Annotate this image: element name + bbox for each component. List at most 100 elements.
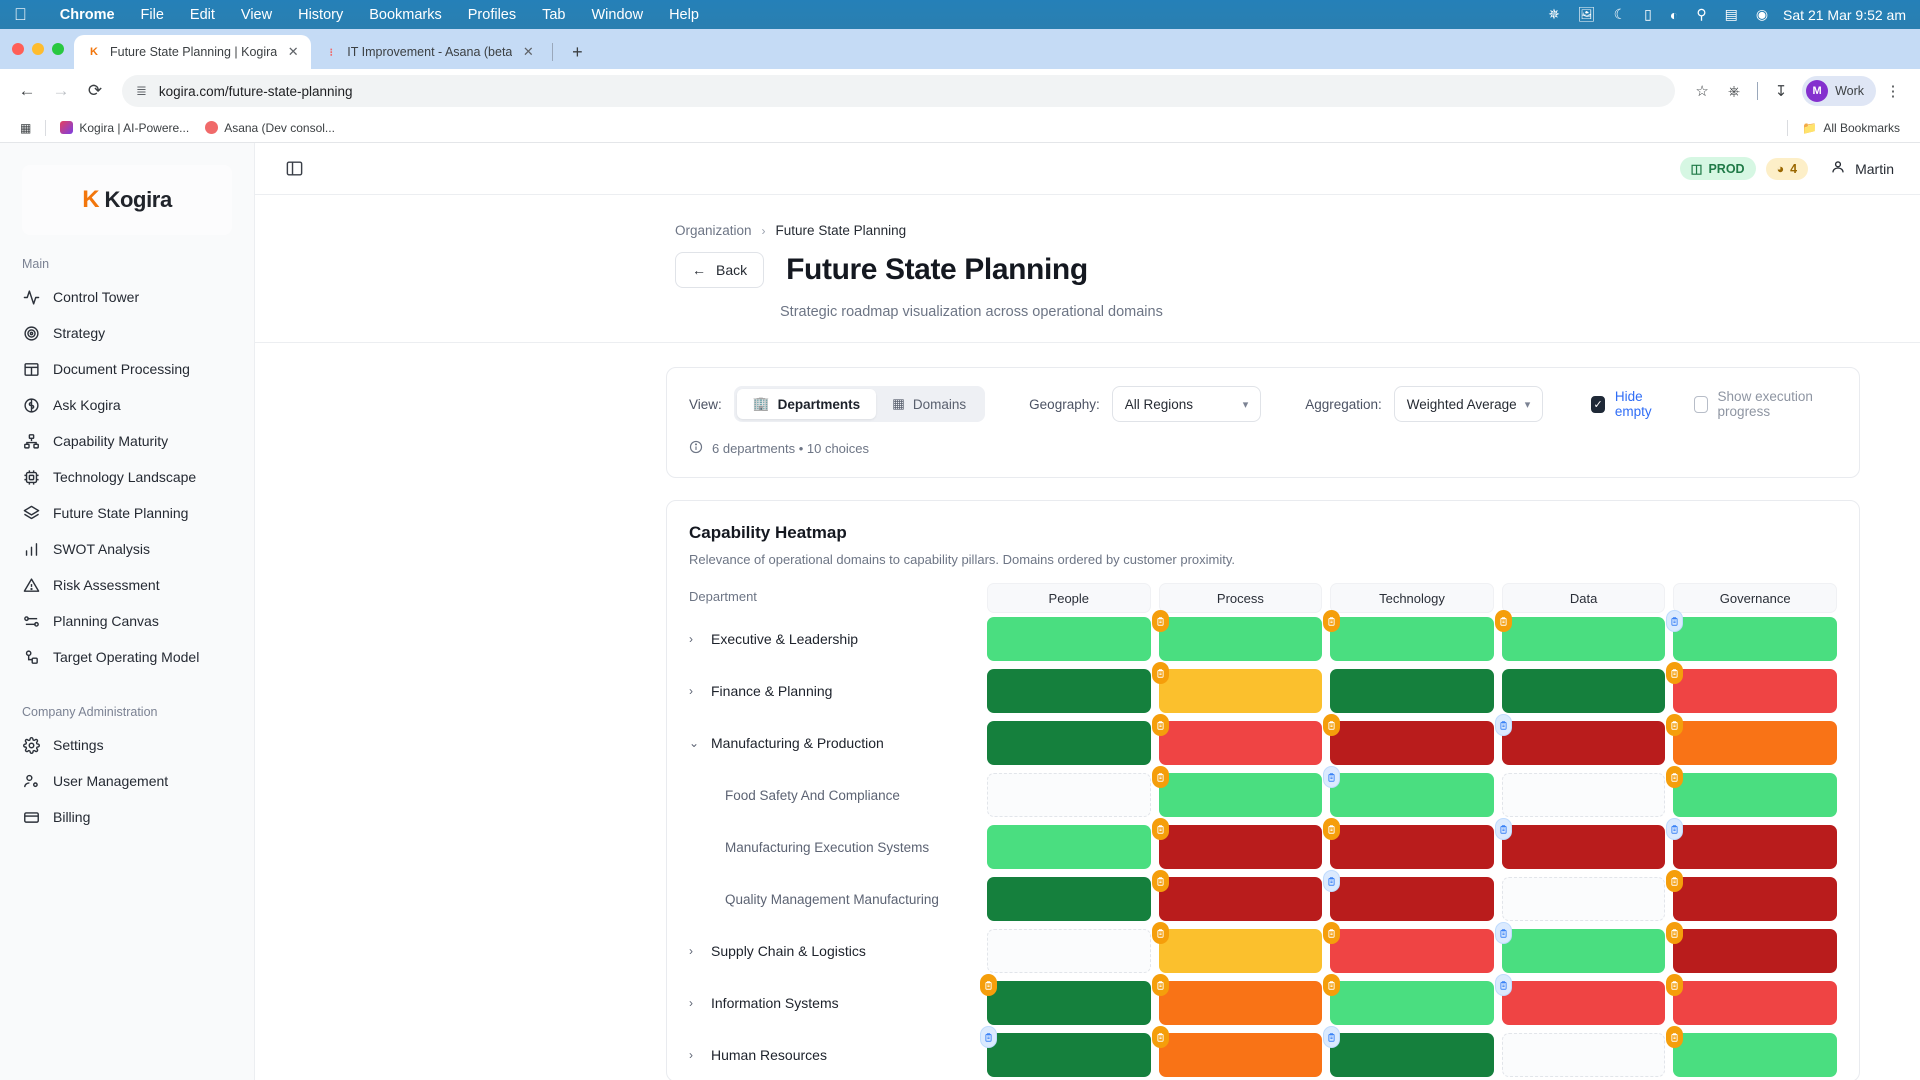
sidebar-item-technology-landscape[interactable]: Technology Landscape [0, 459, 254, 495]
clipboard-pin-icon[interactable] [1323, 766, 1341, 788]
heatmap-cell[interactable] [1673, 669, 1837, 713]
clipboard-pin-icon[interactable] [1666, 766, 1684, 788]
siri-icon[interactable]: ◉ [1755, 6, 1769, 22]
heatmap-cell[interactable] [987, 1033, 1151, 1077]
clipboard-pin-icon[interactable] [1323, 818, 1341, 840]
sidebar-item-future-state-planning[interactable]: Future State Planning [0, 495, 254, 531]
back-button[interactable]: ← Back [675, 252, 765, 288]
close-tab-icon[interactable]: ✕ [522, 44, 534, 59]
control-center-icon[interactable]: ▤ [1724, 6, 1738, 22]
heatmap-cell[interactable] [1673, 617, 1837, 661]
clipboard-pin-icon[interactable] [1151, 974, 1169, 996]
back-navigation-icon[interactable]: ← [18, 81, 36, 100]
apple-menu-icon[interactable]:  [14, 6, 27, 23]
heatmap-cell[interactable] [1673, 877, 1837, 921]
heatmap-row-label[interactable]: Quality Management Manufacturing [689, 873, 979, 925]
chevron-down-icon[interactable]: ⌄ [689, 736, 700, 750]
menubar-clock[interactable]: Sat 21 Mar 9:52 am [1783, 6, 1906, 23]
status-badge-env[interactable]: ◫ PROD [1679, 157, 1756, 180]
heatmap-column-process[interactable]: Process [1158, 583, 1323, 613]
sidebar-item-user-management[interactable]: User Management [0, 763, 254, 799]
clipboard-pin-icon[interactable] [1151, 818, 1169, 840]
search-icon[interactable]: ⚲ [1696, 6, 1707, 22]
menu-item-tab[interactable]: Tab [529, 6, 565, 23]
menu-item-view[interactable]: View [228, 6, 272, 23]
heatmap-column-data[interactable]: Data [1501, 583, 1666, 613]
sidebar-item-control-tower[interactable]: Control Tower [0, 279, 254, 315]
heatmap-cell[interactable] [1330, 929, 1494, 973]
profile-chip[interactable]: M Work [1802, 76, 1876, 106]
notification-badge[interactable]: ◕ 4 [1765, 157, 1809, 180]
clipboard-pin-icon[interactable] [1323, 870, 1341, 892]
heatmap-cell[interactable] [1501, 877, 1666, 921]
sidebar-item-capability-maturity[interactable]: Capability Maturity [0, 423, 254, 459]
heatmap-cell[interactable] [1158, 617, 1323, 661]
clipboard-pin-icon[interactable] [1494, 714, 1512, 736]
clipboard-pin-icon[interactable] [1151, 662, 1169, 684]
chevron-right-icon[interactable]: › [689, 632, 693, 646]
night-shift-icon[interactable]: ☾ [1613, 6, 1627, 22]
browser-tab-active[interactable]: K Future State Planning | Kogira ✕ [74, 35, 312, 69]
heatmap-cell[interactable] [1158, 773, 1323, 817]
heatmap-cell[interactable] [1330, 669, 1494, 713]
heatmap-cell[interactable] [1330, 773, 1494, 817]
heatmap-cell[interactable] [1673, 929, 1837, 973]
geography-select[interactable]: All Regions ▾ [1111, 386, 1262, 422]
heatmap-row-label[interactable]: ⌄ Manufacturing & Production [689, 717, 979, 769]
clipboard-pin-icon[interactable] [1494, 974, 1512, 996]
heatmap-row-label[interactable]: Manufacturing Execution Systems [689, 821, 979, 873]
heatmap-cell[interactable] [1330, 1033, 1494, 1077]
sidebar-item-strategy[interactable]: Strategy [0, 315, 254, 351]
heatmap-cell[interactable] [1673, 825, 1837, 869]
sidebar-item-ask-kogira[interactable]: Ask Kogira [0, 387, 254, 423]
heatmap-cell[interactable] [1158, 877, 1323, 921]
menu-item-profiles[interactable]: Profiles [455, 6, 516, 23]
bluetooth-icon[interactable]: ✵ [1548, 6, 1560, 22]
show-execution-progress-checkbox[interactable]: Show execution progress [1693, 389, 1837, 419]
heatmap-row-label[interactable]: › Human Resources [689, 1029, 979, 1080]
tab-departments[interactable]: 🏢 Departments [736, 389, 877, 419]
heatmap-cell[interactable] [1501, 825, 1666, 869]
heatmap-cell[interactable] [987, 773, 1151, 817]
clipboard-pin-icon[interactable] [1494, 922, 1512, 944]
aggregation-select[interactable]: Weighted Average ▾ [1393, 386, 1544, 422]
display-icon[interactable]: ▯ [1644, 6, 1652, 22]
clipboard-pin-icon[interactable] [1666, 818, 1684, 840]
sidebar-item-planning-canvas[interactable]: Planning Canvas [0, 603, 254, 639]
reload-icon[interactable]: ⟳ [87, 81, 103, 100]
heatmap-cell[interactable] [987, 669, 1151, 713]
heatmap-cell[interactable] [987, 929, 1151, 973]
sidebar-item-swot-analysis[interactable]: SWOT Analysis [0, 531, 254, 567]
menu-item-file[interactable]: File [127, 6, 164, 23]
heatmap-row-label[interactable]: › Finance & Planning [689, 665, 979, 717]
tab-domains[interactable]: ▦ Domains [876, 389, 982, 419]
heatmap-cell[interactable] [1158, 981, 1323, 1025]
heatmap-row-label[interactable]: Food Safety And Compliance [689, 769, 979, 821]
chevron-right-icon[interactable]: › [689, 944, 693, 958]
menu-item-window[interactable]: Window [578, 6, 644, 23]
menu-item-help[interactable]: Help [656, 6, 699, 23]
bookmark-star-icon[interactable]: ☆ [1695, 83, 1709, 100]
clipboard-pin-icon[interactable] [980, 974, 997, 996]
clipboard-pin-icon[interactable] [1494, 610, 1512, 632]
sidebar-toggle-icon[interactable] [281, 156, 307, 182]
clipboard-pin-icon[interactable] [1323, 974, 1341, 996]
heatmap-cell[interactable] [1501, 1033, 1666, 1077]
all-bookmarks-button[interactable]: 📁 All Bookmarks [1794, 116, 1908, 140]
heatmap-row-label[interactable]: › Executive & Leadership [689, 613, 979, 665]
screen-mirror-icon[interactable]: 🖼 [1577, 6, 1596, 22]
hide-empty-checkbox[interactable]: ✓ Hide empty [1591, 389, 1667, 419]
forward-navigation-icon[interactable]: → [52, 81, 70, 100]
clipboard-pin-icon[interactable] [1323, 1026, 1341, 1048]
apps-grid-icon[interactable]: ▦ [20, 120, 32, 135]
sidebar-item-target-operating-model[interactable]: Target Operating Model [0, 639, 254, 675]
clipboard-pin-icon[interactable] [1151, 1026, 1169, 1048]
heatmap-cell[interactable] [1330, 617, 1494, 661]
menu-item-bookmarks[interactable]: Bookmarks [356, 6, 442, 23]
new-tab-button[interactable]: + [572, 41, 583, 62]
heatmap-cell[interactable] [987, 981, 1151, 1025]
heatmap-cell[interactable] [1673, 773, 1837, 817]
chevron-right-icon[interactable]: › [689, 996, 693, 1010]
clipboard-pin-icon[interactable] [1151, 870, 1169, 892]
heatmap-cell[interactable] [1158, 721, 1323, 765]
